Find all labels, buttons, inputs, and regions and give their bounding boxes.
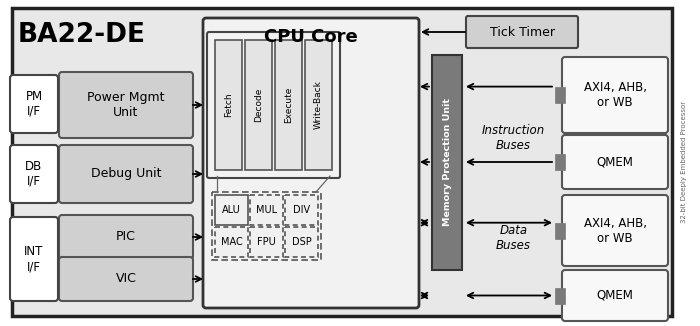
Text: Decode: Decode <box>254 88 263 122</box>
Text: INT
I/F: INT I/F <box>25 245 43 273</box>
Text: AXI4, AHB,
or WB: AXI4, AHB, or WB <box>584 216 647 244</box>
FancyBboxPatch shape <box>10 75 58 133</box>
Bar <box>275 40 302 170</box>
FancyBboxPatch shape <box>562 270 668 321</box>
Bar <box>285 227 318 257</box>
Bar <box>305 40 332 170</box>
Bar <box>215 40 242 170</box>
FancyBboxPatch shape <box>10 145 58 203</box>
Bar <box>245 40 272 170</box>
Text: VIC: VIC <box>116 273 136 286</box>
Text: QMEM: QMEM <box>596 156 634 169</box>
FancyBboxPatch shape <box>562 195 668 266</box>
Text: FPU: FPU <box>257 237 276 247</box>
Text: ALU: ALU <box>222 205 241 215</box>
Bar <box>212 192 321 260</box>
Text: MUL: MUL <box>256 205 277 215</box>
Text: QMEM: QMEM <box>596 289 634 302</box>
Text: DIV: DIV <box>293 205 310 215</box>
FancyBboxPatch shape <box>59 145 193 203</box>
Text: 32-bit Deeply Embedded Processor: 32-bit Deeply Embedded Processor <box>681 101 687 223</box>
FancyBboxPatch shape <box>59 215 193 259</box>
Bar <box>250 195 283 225</box>
Text: DB
I/F: DB I/F <box>25 160 43 188</box>
Text: CPU Core: CPU Core <box>264 28 358 46</box>
Text: Data
Buses: Data Buses <box>496 224 531 252</box>
Text: Debug Unit: Debug Unit <box>91 168 161 181</box>
Text: PIC: PIC <box>116 230 136 244</box>
Text: Instruction
Buses: Instruction Buses <box>482 124 545 152</box>
Bar <box>555 288 565 304</box>
FancyBboxPatch shape <box>203 18 419 308</box>
Bar <box>215 195 248 225</box>
Bar <box>555 87 565 103</box>
Text: Fetch: Fetch <box>224 93 233 117</box>
Text: PM
I/F: PM I/F <box>25 90 43 118</box>
FancyBboxPatch shape <box>562 57 668 133</box>
FancyBboxPatch shape <box>562 135 668 189</box>
Text: DSP: DSP <box>292 237 312 247</box>
Text: Power Mgmt
Unit: Power Mgmt Unit <box>88 91 164 119</box>
Bar <box>250 227 283 257</box>
FancyBboxPatch shape <box>59 72 193 138</box>
Text: BA22-DE: BA22-DE <box>18 22 146 48</box>
Text: Write-Back: Write-Back <box>314 81 323 129</box>
Text: Tick Timer: Tick Timer <box>489 25 554 38</box>
Text: Memory Protection Unit: Memory Protection Unit <box>442 98 452 227</box>
Text: Execute: Execute <box>284 87 293 123</box>
Bar <box>432 55 462 270</box>
FancyBboxPatch shape <box>59 257 193 301</box>
Text: AXI4, AHB,
or WB: AXI4, AHB, or WB <box>584 81 647 109</box>
Bar <box>285 195 318 225</box>
Bar <box>555 223 565 239</box>
FancyBboxPatch shape <box>10 217 58 301</box>
Text: MAC: MAC <box>220 237 242 247</box>
Bar <box>555 154 565 170</box>
FancyBboxPatch shape <box>466 16 578 48</box>
Bar <box>215 227 248 257</box>
